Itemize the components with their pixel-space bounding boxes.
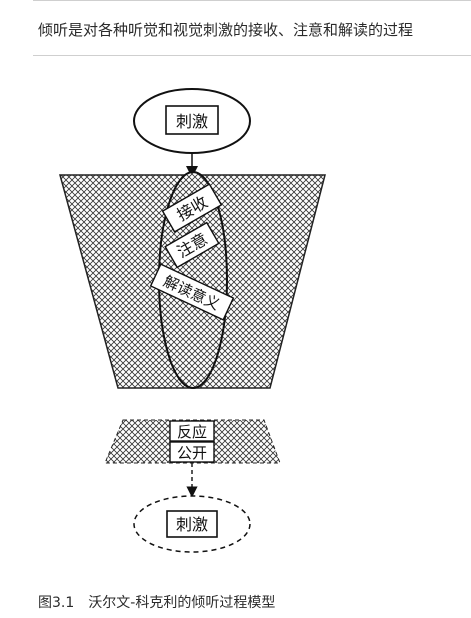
respond-label: 反应 — [177, 423, 207, 441]
bottom-stimulus-node: 刺激 — [133, 495, 251, 553]
overt-stage: 公开 — [169, 441, 215, 463]
top-stimulus-label: 刺激 — [176, 112, 208, 131]
bottom-stimulus-label: 刺激 — [176, 515, 208, 534]
overt-label: 公开 — [177, 444, 207, 462]
top-divider — [33, 0, 471, 1]
respond-stage: 反应 — [169, 420, 215, 442]
section-heading: 倾听是对各种听觉和视觉刺激的接收、注意和解读的过程 — [38, 21, 414, 39]
heading-divider — [33, 55, 471, 56]
figure-caption: 图3.1 沃尔文-科克利的倾听过程模型 — [38, 594, 275, 612]
figure-number: 图3.1 — [38, 595, 75, 611]
figure-title: 沃尔文-科克利的倾听过程模型 — [88, 595, 276, 611]
top-stimulus-node: 刺激 — [133, 88, 251, 154]
